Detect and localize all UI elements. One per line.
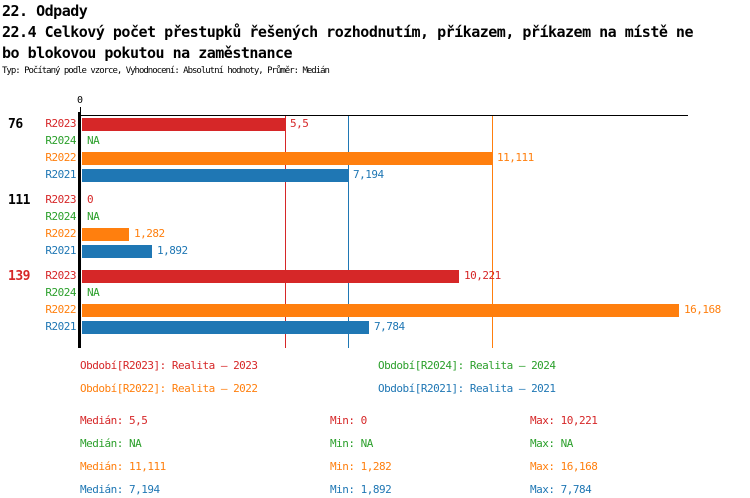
row-label: R2022 xyxy=(45,151,76,164)
bar-value-label: NA xyxy=(87,210,100,223)
bar-value-label: 7,194 xyxy=(353,168,384,181)
bar-value-label: 1,892 xyxy=(157,244,188,257)
axis-tick xyxy=(80,107,81,115)
legend-item: Období[R2021]: Realita – 2021 xyxy=(378,382,556,395)
bar-value-label: 7,784 xyxy=(374,320,405,333)
bar xyxy=(82,321,369,334)
stat-max: Max: 16,168 xyxy=(530,460,598,473)
stat-min: Min: NA xyxy=(330,437,373,450)
row-label: R2022 xyxy=(45,227,76,240)
stat-min: Min: 0 xyxy=(330,414,367,427)
bar-value-label: 1,282 xyxy=(134,227,165,240)
median-line xyxy=(492,115,493,348)
axis-tick-label: 0 xyxy=(76,95,84,106)
bar xyxy=(82,169,348,182)
row-label: R2023 xyxy=(45,269,76,282)
bar xyxy=(82,152,492,165)
legend-item: Období[R2024]: Realita – 2024 xyxy=(378,359,556,372)
row-label: R2021 xyxy=(45,168,76,181)
median-line xyxy=(285,115,286,348)
page-title: 22. Odpady xyxy=(2,2,88,20)
bar xyxy=(82,118,285,131)
row-label: R2023 xyxy=(45,117,76,130)
median-line xyxy=(348,115,349,348)
chart-title-line1: 22.4 Celkový počet přestupků řešených ro… xyxy=(2,23,694,41)
stat-max: Max: 7,784 xyxy=(530,483,592,496)
row-label: R2023 xyxy=(45,193,76,206)
bar xyxy=(82,304,679,317)
bar xyxy=(82,270,459,283)
stat-min: Min: 1,892 xyxy=(330,483,392,496)
bar-value-label: 16,168 xyxy=(684,303,721,316)
row-label: R2024 xyxy=(45,134,76,147)
bar xyxy=(82,245,152,258)
group-label: 111 xyxy=(8,193,30,208)
bar-value-label: NA xyxy=(87,134,100,147)
row-label: R2021 xyxy=(45,320,76,333)
stat-median: Medián: 5,5 xyxy=(80,414,148,427)
stat-median: Medián: 11,111 xyxy=(80,460,166,473)
legend-item: Období[R2022]: Realita – 2022 xyxy=(80,382,258,395)
y-axis-line xyxy=(78,112,81,348)
row-label: R2021 xyxy=(45,244,76,257)
legend-item: Období[R2023]: Realita – 2023 xyxy=(80,359,258,372)
bar-value-label: 10,221 xyxy=(464,269,501,282)
chart-subtitle: Typ: Počítaný podle vzorce, Vyhodnocení:… xyxy=(2,66,330,76)
bar-value-label: NA xyxy=(87,286,100,299)
group-label: 139 xyxy=(8,269,30,284)
bar xyxy=(82,228,129,241)
row-label: R2022 xyxy=(45,303,76,316)
stat-median: Medián: NA xyxy=(80,437,142,450)
stat-min: Min: 1,282 xyxy=(330,460,392,473)
x-axis-line xyxy=(78,115,688,116)
stat-max: Max: 10,221 xyxy=(530,414,598,427)
group-label: 76 xyxy=(8,117,23,132)
bar-value-label: 11,111 xyxy=(497,151,534,164)
chart-title-line2: bo blokovou pokutou na zaměstnance xyxy=(2,44,293,62)
bar-value-label: 0 xyxy=(87,193,94,206)
row-label: R2024 xyxy=(45,210,76,223)
bar-value-label: 5,5 xyxy=(290,117,309,130)
stat-median: Medián: 7,194 xyxy=(80,483,160,496)
row-label: R2024 xyxy=(45,286,76,299)
stat-max: Max: NA xyxy=(530,437,573,450)
